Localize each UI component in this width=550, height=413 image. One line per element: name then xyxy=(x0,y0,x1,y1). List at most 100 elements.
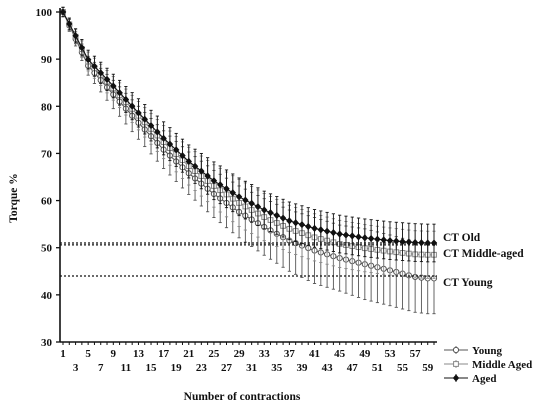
x-tick-label: 9 xyxy=(111,348,117,360)
x-tick-label: 31 xyxy=(246,362,257,374)
data-point xyxy=(235,193,243,201)
data-point xyxy=(380,236,387,244)
x-tick-label: 11 xyxy=(121,362,131,374)
x-tick-label: 37 xyxy=(284,348,296,360)
data-point xyxy=(217,181,224,189)
data-point xyxy=(323,227,331,235)
data-point xyxy=(292,219,299,227)
legend-item: Middle Aged xyxy=(444,359,532,371)
reference-line-label: CT Middle-aged xyxy=(443,248,524,260)
y-tick-label: 100 xyxy=(36,7,53,19)
data-point xyxy=(103,75,111,84)
data-point xyxy=(336,230,343,238)
data-point xyxy=(78,44,86,52)
y-tick-label: 60 xyxy=(41,196,53,208)
y-tick-label: 30 xyxy=(41,337,53,349)
x-tick-label: 43 xyxy=(322,362,334,374)
data-point xyxy=(286,217,293,225)
data-point xyxy=(411,238,419,247)
y-axis-title: Torque % xyxy=(8,173,20,223)
reference-lines-layer: CT Old CT Middle-aged CT Young xyxy=(60,232,524,289)
data-point xyxy=(179,152,186,160)
data-point xyxy=(185,157,192,166)
data-point xyxy=(210,177,218,185)
x-tick-label: 57 xyxy=(410,348,422,360)
data-point xyxy=(198,167,205,175)
y-tick-label: 70 xyxy=(41,148,53,160)
x-tick-label: 21 xyxy=(183,348,194,360)
data-point xyxy=(229,189,236,197)
y-tick-label: 50 xyxy=(41,243,53,255)
x-tick-label: 15 xyxy=(146,362,158,374)
legend-label: Young xyxy=(472,345,502,357)
series-middle-aged xyxy=(60,6,437,279)
x-tick-label: 35 xyxy=(271,362,283,374)
data-point xyxy=(367,234,375,243)
data-point xyxy=(135,109,142,117)
x-tick-label: 39 xyxy=(296,362,308,374)
x-tick-label: 51 xyxy=(372,362,383,374)
data-point xyxy=(273,211,280,220)
data-point xyxy=(59,8,67,16)
data-point xyxy=(261,206,268,214)
data-point xyxy=(72,32,79,40)
data-point xyxy=(141,115,148,123)
x-tick-label: 33 xyxy=(259,348,271,360)
x-tick-label: 5 xyxy=(85,348,91,360)
data-point xyxy=(361,234,369,242)
x-tick-label: 27 xyxy=(221,362,233,374)
data-point xyxy=(424,239,431,247)
data-point xyxy=(110,82,117,90)
legend-label: Middle Aged xyxy=(472,359,532,371)
reference-line-label: CT Young xyxy=(443,277,493,289)
data-point xyxy=(305,222,312,231)
series-line xyxy=(62,11,434,256)
data-point xyxy=(91,62,98,70)
x-tick-label: 59 xyxy=(422,362,434,374)
x-tick-label: 53 xyxy=(384,348,396,360)
data-point xyxy=(374,235,381,243)
data-point xyxy=(128,102,136,110)
data-point xyxy=(279,214,287,222)
data-point xyxy=(172,146,180,154)
x-tick-label: 45 xyxy=(334,348,346,360)
legend-item: Aged xyxy=(444,373,496,385)
y-tick-label: 40 xyxy=(41,290,53,302)
x-tick-label: 23 xyxy=(196,362,208,374)
x-tick-label: 7 xyxy=(98,362,104,374)
data-point xyxy=(116,89,123,97)
data-point xyxy=(386,236,394,245)
data-point xyxy=(122,95,130,104)
x-tick-label: 47 xyxy=(347,362,359,374)
data-point xyxy=(399,237,406,246)
legend: Young Middle Aged Aged xyxy=(444,345,532,385)
data-point xyxy=(317,226,325,234)
data-point xyxy=(84,55,92,64)
data-point xyxy=(298,220,306,229)
legend-item: Young xyxy=(444,345,502,357)
data-point xyxy=(154,128,161,136)
data-point xyxy=(204,172,211,180)
x-tick-label: 25 xyxy=(208,348,220,360)
legend-marker xyxy=(453,361,459,367)
x-tick-label: 17 xyxy=(158,348,170,360)
data-point xyxy=(311,224,318,233)
series-aged xyxy=(59,6,438,263)
data-point xyxy=(147,121,155,130)
x-axis-title: Number of contractions xyxy=(184,391,301,403)
legend-label: Aged xyxy=(472,373,496,385)
data-point xyxy=(242,196,249,204)
data-point xyxy=(166,140,174,148)
reference-line-label: CT Old xyxy=(443,232,481,244)
x-tick-label: 1 xyxy=(60,348,66,360)
data-point xyxy=(223,185,230,193)
data-point xyxy=(191,162,199,170)
data-point xyxy=(349,232,356,240)
x-tick-label: 49 xyxy=(359,348,371,360)
y-tick-label: 80 xyxy=(41,101,53,113)
data-point xyxy=(160,134,167,142)
data-point xyxy=(66,20,73,28)
